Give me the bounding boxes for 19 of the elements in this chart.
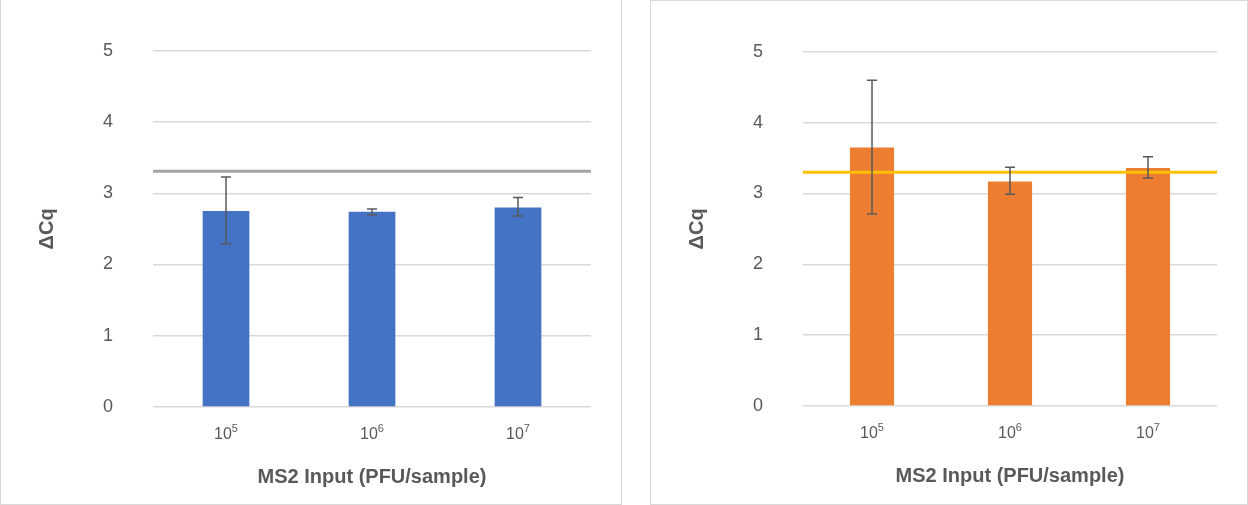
y-tick-label: 2 [103, 253, 114, 274]
y-tick-label: 4 [103, 111, 114, 132]
y-tick-label: 3 [753, 182, 764, 203]
y-tick-label: 3 [103, 182, 114, 203]
y-axis-title: ΔCq [34, 208, 57, 250]
y-tick-label: 1 [103, 324, 114, 345]
y-tick-label: 1 [753, 324, 764, 345]
y-tick-label: 5 [753, 40, 764, 61]
x-axis-title: MS2 Input (PFU/sample) [895, 463, 1125, 486]
x-axis-title: MS2 Input (PFU/sample) [257, 464, 487, 487]
y-tick-label: 0 [103, 395, 114, 416]
y-tick-label: 2 [753, 253, 764, 274]
y-tick-label: 4 [753, 111, 764, 132]
y-tick-label: 5 [103, 39, 114, 60]
y-axis-title: ΔCq [684, 208, 707, 250]
bar [1125, 167, 1171, 406]
bar [849, 147, 895, 406]
bar [987, 181, 1033, 406]
y-tick-label: 0 [753, 394, 764, 415]
